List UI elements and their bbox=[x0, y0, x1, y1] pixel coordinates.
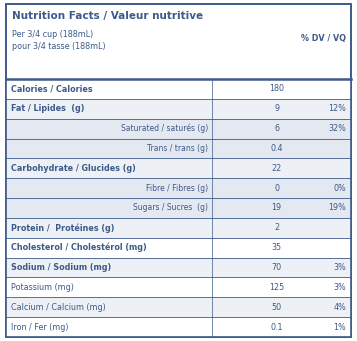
Text: 70: 70 bbox=[272, 263, 282, 272]
Text: 1%: 1% bbox=[333, 323, 346, 331]
Text: Iron / Fer (mg): Iron / Fer (mg) bbox=[11, 323, 69, 331]
Text: Sugars / Sucres  (g): Sugars / Sucres (g) bbox=[134, 204, 208, 212]
Bar bbox=[6, 317, 351, 337]
Text: 0.4: 0.4 bbox=[270, 144, 283, 153]
Text: 32%: 32% bbox=[328, 124, 346, 133]
Text: Saturated / saturés (g): Saturated / saturés (g) bbox=[121, 124, 208, 133]
Text: Nutrition Facts / Valeur nutritive: Nutrition Facts / Valeur nutritive bbox=[12, 11, 203, 21]
Text: 0: 0 bbox=[274, 184, 279, 193]
Text: Fibre / Fibres (g): Fibre / Fibres (g) bbox=[146, 184, 208, 193]
Text: 22: 22 bbox=[272, 164, 282, 173]
Text: 35: 35 bbox=[272, 243, 282, 252]
Bar bbox=[6, 238, 351, 257]
Text: 9: 9 bbox=[274, 104, 279, 113]
Text: 50: 50 bbox=[272, 303, 282, 312]
Text: 19: 19 bbox=[272, 204, 282, 212]
Text: 3%: 3% bbox=[333, 283, 346, 292]
Text: 180: 180 bbox=[269, 85, 284, 93]
Bar bbox=[6, 178, 351, 198]
Bar bbox=[6, 119, 351, 138]
Text: Calcium / Calcium (mg): Calcium / Calcium (mg) bbox=[11, 303, 106, 312]
Text: Calories / Calories: Calories / Calories bbox=[11, 85, 92, 93]
Text: Trans / trans (g): Trans / trans (g) bbox=[147, 144, 208, 153]
Bar bbox=[6, 278, 351, 297]
Text: Potassium (mg): Potassium (mg) bbox=[11, 283, 74, 292]
Text: Cholesterol / Cholestérol (mg): Cholesterol / Cholestérol (mg) bbox=[11, 243, 147, 252]
Text: Fat / Lipides  (g): Fat / Lipides (g) bbox=[11, 104, 85, 113]
Text: pour 3/4 tasse (188mL): pour 3/4 tasse (188mL) bbox=[12, 42, 106, 51]
Bar bbox=[6, 297, 351, 317]
Bar bbox=[6, 99, 351, 119]
Text: 3%: 3% bbox=[333, 263, 346, 272]
Bar bbox=[6, 198, 351, 218]
Bar bbox=[6, 158, 351, 178]
Bar bbox=[6, 218, 351, 238]
Text: Sodium / Sodium (mg): Sodium / Sodium (mg) bbox=[11, 263, 111, 272]
Bar bbox=[6, 79, 351, 99]
Text: 2: 2 bbox=[274, 223, 279, 232]
Text: 125: 125 bbox=[269, 283, 284, 292]
Text: 19%: 19% bbox=[328, 204, 346, 212]
Text: 6: 6 bbox=[274, 124, 279, 133]
Text: 0.1: 0.1 bbox=[270, 323, 283, 331]
Text: 0%: 0% bbox=[333, 184, 346, 193]
Text: Per 3/4 cup (188mL): Per 3/4 cup (188mL) bbox=[12, 30, 93, 39]
Text: 4%: 4% bbox=[333, 303, 346, 312]
Text: Carbohydrate / Glucides (g): Carbohydrate / Glucides (g) bbox=[11, 164, 136, 173]
Text: % DV / VQ: % DV / VQ bbox=[301, 34, 346, 43]
Text: 12%: 12% bbox=[328, 104, 346, 113]
Bar bbox=[6, 138, 351, 158]
Bar bbox=[6, 257, 351, 278]
Text: Protein /  Protéines (g): Protein / Protéines (g) bbox=[11, 223, 115, 233]
